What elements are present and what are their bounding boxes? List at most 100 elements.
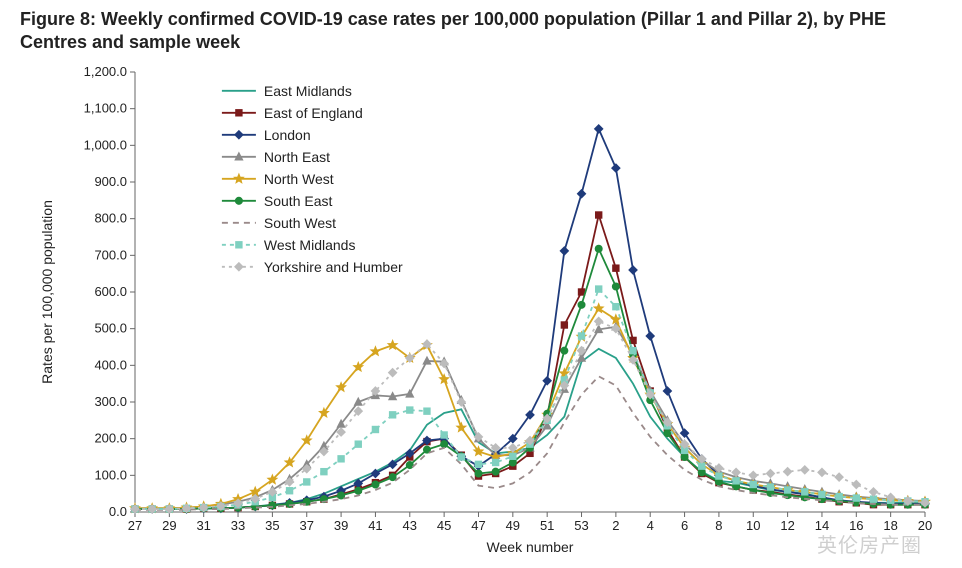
y-axis-label: Rates per 100,000 population — [39, 200, 55, 384]
x-tick-label: 31 — [196, 518, 210, 533]
line-chart: 0.0100.0200.0300.0400.0500.0600.0700.080… — [20, 62, 942, 562]
legend-label: East Midlands — [264, 83, 352, 99]
series-marker — [836, 493, 842, 499]
x-tick-label: 43 — [403, 518, 417, 533]
series-marker — [613, 265, 619, 271]
x-tick-label: 49 — [506, 518, 520, 533]
y-tick-label: 700.0 — [94, 247, 127, 262]
series-marker — [715, 464, 723, 472]
series-marker — [664, 430, 671, 437]
series-marker — [853, 495, 859, 501]
series-marker — [388, 369, 396, 377]
series-marker — [663, 387, 671, 395]
series-marker — [286, 488, 292, 494]
series-marker — [406, 462, 413, 469]
x-tick-label: 27 — [128, 518, 142, 533]
watermark: 英伦房产圈 — [817, 529, 922, 558]
series-marker — [492, 459, 498, 465]
x-tick-label: 8 — [715, 518, 722, 533]
series-marker — [286, 500, 293, 507]
series-marker — [578, 301, 585, 308]
y-tick-label: 600.0 — [94, 284, 127, 299]
series-marker — [733, 478, 739, 484]
series-marker — [578, 289, 584, 295]
x-tick-label: 33 — [231, 518, 245, 533]
y-tick-label: 100.0 — [94, 467, 127, 482]
series-marker — [304, 479, 310, 485]
series-marker — [458, 454, 464, 460]
series-marker — [646, 332, 654, 340]
series-marker — [561, 347, 568, 354]
series-marker — [407, 407, 413, 413]
series-marker — [389, 474, 396, 481]
series-line — [135, 289, 925, 509]
series-marker — [372, 481, 379, 488]
series-marker — [818, 468, 826, 476]
x-tick-label: 4 — [647, 518, 654, 533]
series-marker — [424, 408, 430, 414]
series-marker — [629, 266, 637, 274]
series-marker — [355, 487, 362, 494]
series-marker — [355, 441, 361, 447]
series-marker — [578, 333, 584, 339]
series-marker — [338, 456, 344, 462]
y-tick-label: 0.0 — [109, 504, 127, 519]
series-marker — [783, 468, 791, 476]
series-marker — [612, 164, 620, 172]
series-marker — [389, 412, 395, 418]
series-marker — [456, 423, 466, 432]
series-marker — [870, 496, 876, 502]
y-tick-label: 400.0 — [94, 357, 127, 372]
series-marker — [509, 459, 516, 466]
series-marker — [801, 466, 809, 474]
legend-label: North East — [264, 149, 330, 165]
x-tick-label: 2 — [612, 518, 619, 533]
figure-title: Figure 8: Weekly confirmed COVID-19 case… — [20, 8, 942, 53]
x-tick-label: 47 — [471, 518, 485, 533]
legend-label: South West — [264, 215, 336, 231]
x-tick-label: 41 — [368, 518, 382, 533]
series-marker — [595, 125, 603, 133]
x-axis-label: Week number — [487, 539, 574, 555]
series-marker — [698, 469, 705, 476]
series-marker — [543, 377, 551, 385]
legend-label: East of England — [264, 105, 363, 121]
series-marker — [510, 453, 516, 459]
series-marker — [475, 461, 481, 467]
y-tick-label: 300.0 — [94, 394, 127, 409]
series-marker — [577, 190, 585, 198]
x-tick-label: 6 — [681, 518, 688, 533]
y-tick-label: 1,100.0 — [84, 101, 127, 116]
legend-label: West Midlands — [264, 237, 356, 253]
series-marker — [321, 468, 327, 474]
series-marker — [869, 488, 877, 496]
series-line — [135, 215, 925, 509]
y-tick-label: 900.0 — [94, 174, 127, 189]
series-marker — [835, 473, 843, 481]
series-marker — [613, 303, 619, 309]
series-marker — [767, 484, 773, 490]
x-tick-label: 12 — [780, 518, 794, 533]
series-marker — [492, 468, 499, 475]
series-marker — [302, 435, 312, 444]
x-tick-label: 53 — [574, 518, 588, 533]
y-tick-label: 1,200.0 — [84, 64, 127, 79]
series-marker — [595, 212, 601, 218]
legend-label: South East — [264, 193, 333, 209]
series-line — [135, 309, 925, 509]
x-tick-label: 51 — [540, 518, 554, 533]
series-marker — [716, 473, 722, 479]
series-marker — [595, 286, 601, 292]
series-marker — [439, 374, 449, 383]
x-tick-label: 39 — [334, 518, 348, 533]
x-tick-label: 35 — [265, 518, 279, 533]
series-marker — [441, 441, 448, 448]
y-tick-label: 200.0 — [94, 431, 127, 446]
legend-label: Yorkshire and Humber — [264, 259, 403, 275]
series-marker — [372, 426, 378, 432]
series-marker — [784, 487, 790, 493]
series-marker — [819, 491, 825, 497]
series-marker — [561, 322, 567, 328]
series-marker — [766, 469, 774, 477]
series-marker — [750, 481, 756, 487]
